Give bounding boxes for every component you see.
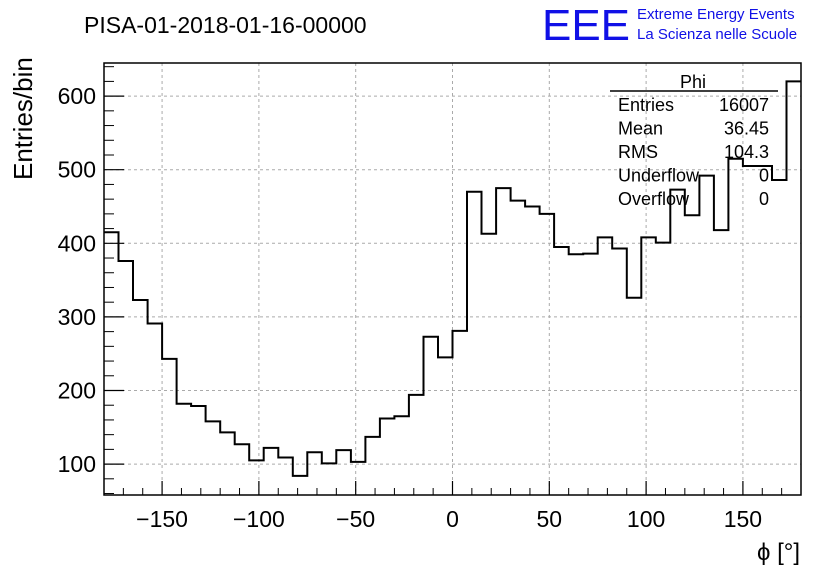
stats-box: Phi Entries 16007 Mean 36.45 RMS 104.3 Underfl… bbox=[610, 72, 778, 209]
stats-label: Underflow bbox=[618, 166, 700, 186]
y-tick-label: 500 bbox=[58, 157, 96, 183]
y-axis-label: Entries/bin bbox=[8, 57, 38, 180]
logo-line-2: La Scienza nelle Scuole bbox=[637, 26, 797, 43]
logo-line-1: Extreme Energy Events bbox=[637, 6, 795, 23]
y-tick-label: 400 bbox=[58, 230, 96, 256]
y-tick-label: 200 bbox=[58, 377, 96, 403]
stats-value: 36.45 bbox=[724, 119, 769, 139]
x-tick-label: 150 bbox=[724, 506, 762, 532]
x-tick-label: 50 bbox=[537, 506, 563, 532]
stats-value: 0 bbox=[759, 166, 769, 186]
stats-label: Overflow bbox=[618, 189, 690, 209]
x-axis-label: ϕ [°] bbox=[757, 539, 800, 566]
x-tick-label: 0 bbox=[446, 506, 459, 532]
x-tick-label: −150 bbox=[136, 506, 188, 532]
stats-value: 16007 bbox=[719, 95, 769, 115]
y-tick-label: 600 bbox=[58, 83, 96, 109]
x-tick-label: −50 bbox=[336, 506, 375, 532]
stats-label: RMS bbox=[618, 142, 658, 162]
logo-mark: EEE bbox=[542, 1, 630, 50]
stats-title: Phi bbox=[680, 72, 706, 92]
histogram-line bbox=[104, 80, 801, 477]
stats-label: Entries bbox=[618, 95, 674, 115]
stats-label: Mean bbox=[618, 119, 663, 139]
grid bbox=[104, 63, 801, 495]
y-tick-label: 300 bbox=[58, 304, 96, 330]
x-tick-label: −100 bbox=[233, 506, 285, 532]
x-tick-label: 100 bbox=[627, 506, 665, 532]
axis-ticks bbox=[103, 66, 802, 495]
logo: EEE Extreme Energy Events La Scienza nel… bbox=[542, 1, 797, 50]
chart-title: PISA-01-2018-01-16-00000 bbox=[84, 12, 367, 38]
y-tick-label: 100 bbox=[58, 451, 96, 477]
stats-value: 104.3 bbox=[724, 142, 769, 162]
y-tick-labels: 100 200 300 400 500 600 bbox=[58, 83, 96, 477]
x-tick-labels: −150 −100 −50 0 50 100 150 bbox=[136, 506, 762, 532]
stats-value: 0 bbox=[759, 189, 769, 209]
